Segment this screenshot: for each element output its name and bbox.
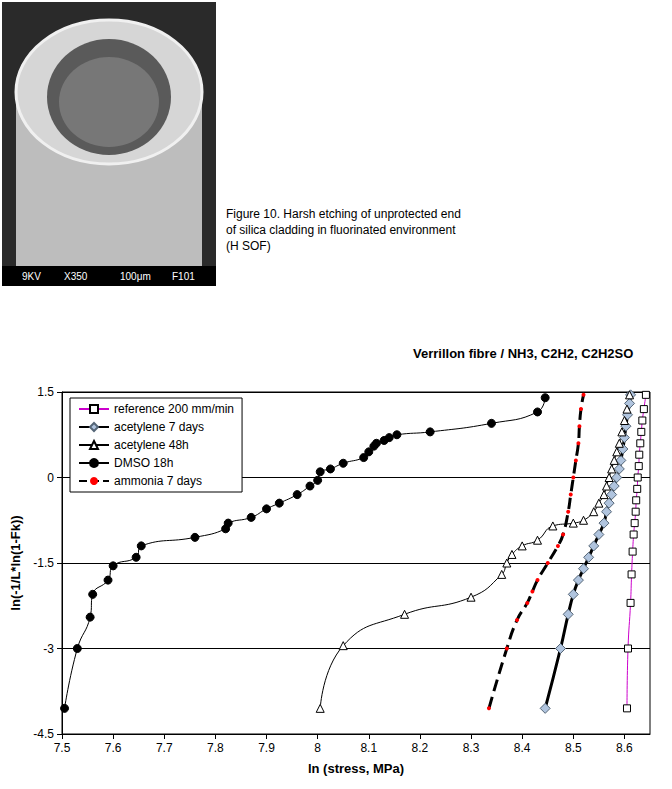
svg-text:-3: -3: [43, 642, 54, 656]
html-text:Figure 10. Harsh etching of un: Figure 10. Harsh etching of unprotected …: [226, 207, 461, 253]
svg-text:ln(-1/L*ln(1-Fk)): ln(-1/L*ln(1-Fk)): [8, 515, 23, 610]
svg-text:Verrillon fibre / NH3, C2H2, C: Verrillon fibre / NH3, C2H2, C2H2SO: [413, 346, 633, 361]
svg-text:acetylene 48h: acetylene 48h: [114, 438, 189, 452]
svg-text:8.4: 8.4: [514, 741, 531, 755]
svg-text:8.6: 8.6: [616, 741, 633, 755]
svg-text:7.9: 7.9: [258, 741, 275, 755]
svg-text:7.6: 7.6: [105, 741, 122, 755]
svg-text:reference 200 mm/min: reference 200 mm/min: [114, 402, 234, 416]
svg-text:9KV: 9KV: [22, 271, 41, 282]
svg-text:X350: X350: [64, 271, 88, 282]
svg-text:8.3: 8.3: [463, 741, 480, 755]
svg-text:-1.5: -1.5: [33, 556, 54, 570]
svg-text:7.8: 7.8: [207, 741, 224, 755]
svg-text:1.5: 1.5: [37, 385, 54, 399]
svg-text:8.1: 8.1: [360, 741, 377, 755]
svg-text:7.5: 7.5: [54, 741, 71, 755]
svg-text:F101: F101: [172, 271, 195, 282]
svg-text:8.5: 8.5: [565, 741, 582, 755]
svg-text:8.2: 8.2: [412, 741, 429, 755]
svg-text:8: 8: [314, 741, 321, 755]
svg-text:acetylene 7 days: acetylene 7 days: [114, 420, 204, 434]
svg-text:ln (stress, MPa): ln (stress, MPa): [308, 761, 404, 776]
svg-text:100μm: 100μm: [120, 271, 151, 282]
svg-text:7.7: 7.7: [156, 741, 173, 755]
svg-text:0: 0: [47, 471, 54, 485]
svg-text:ammonia 7 days: ammonia 7 days: [114, 474, 202, 488]
svg-text:DMSO 18h: DMSO 18h: [114, 456, 173, 470]
svg-text:-4.5: -4.5: [33, 727, 54, 741]
